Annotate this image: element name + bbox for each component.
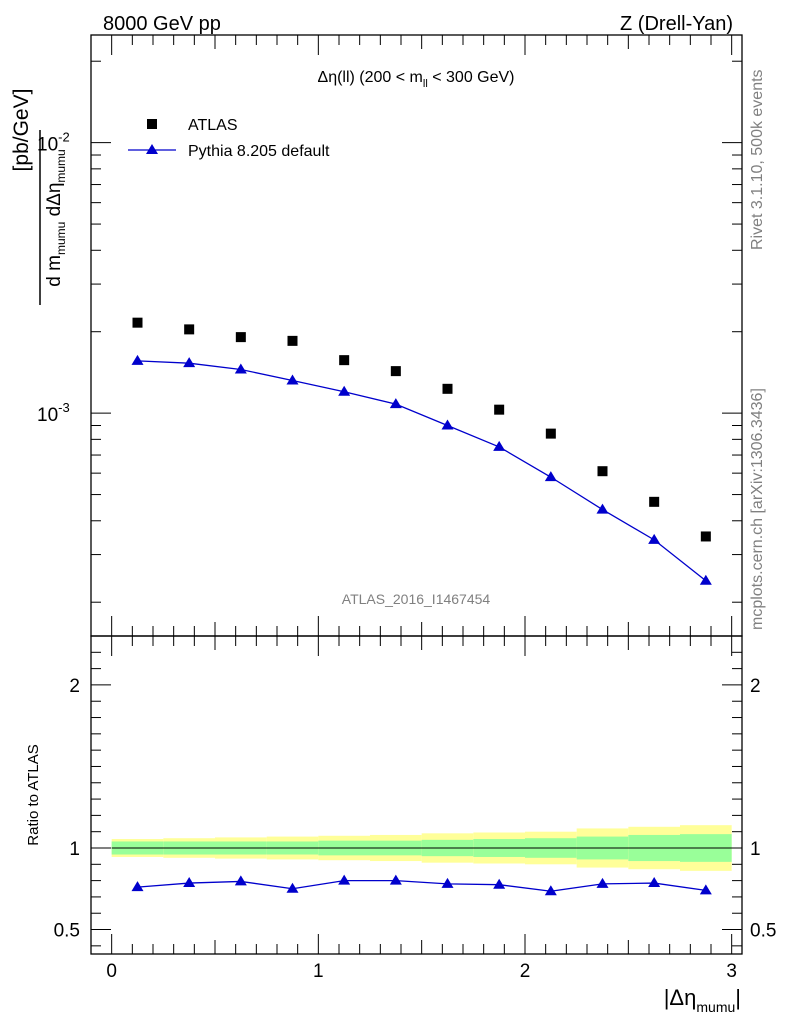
ratio-pythia-line — [137, 879, 706, 892]
plot-title-sub: ll — [423, 78, 428, 90]
pythia-point — [131, 354, 144, 365]
ratio-y-label: Ratio to ATLAS — [25, 744, 42, 845]
x-axis-label: |Δηmumu| — [664, 985, 741, 1015]
ratio-pythia-point — [648, 877, 661, 888]
legend-mc-label: Pythia 8.205 default — [188, 143, 330, 160]
ratio-pythia-point — [234, 875, 247, 886]
main-y-denominator: d mmumu dΔηmumu — [44, 149, 68, 286]
x-tick-label: 3 — [726, 961, 737, 982]
main-y-label: [pb/GeV] d2σ d mmumu dΔηmumu — [10, 89, 68, 305]
legend-data-marker — [147, 119, 157, 129]
pythia-point — [699, 574, 712, 585]
ratio-panel: 0.5 0.5 1 1 2 2 0 1 2 3 — [54, 636, 776, 982]
ratio-y-tick-label-left: 0.5 — [54, 921, 80, 942]
pythia-point — [183, 357, 196, 368]
main-y-units: [pb/GeV] — [10, 89, 33, 172]
ratio-pythia-point — [493, 878, 506, 889]
analysis-watermark: ATLAS_2016_I1467454 — [342, 591, 491, 607]
pythia-point — [234, 363, 247, 374]
main-series — [131, 317, 712, 585]
atlas-point — [545, 428, 556, 439]
main-axis-ticks: 10-3 10-2 — [37, 35, 742, 636]
ratio-y-tick-label-left: 1 — [69, 839, 80, 860]
legend-data-label: ATLAS — [188, 117, 238, 134]
legend-mc-marker — [146, 144, 158, 154]
header-process: Z (Drell-Yan) — [620, 13, 733, 35]
pythia-point — [596, 503, 609, 514]
plot-title-tail: < 300 GeV) — [428, 69, 515, 86]
ratio-y-tick-label-right: 2 — [750, 676, 761, 697]
atlas-point — [184, 324, 195, 335]
ratio-panel-frame — [90, 635, 743, 955]
main-y-tick-label: 10-3 — [37, 400, 70, 426]
ratio-pythia-point — [596, 877, 609, 888]
ratio-pythia-point — [441, 877, 454, 888]
ratio-pythia-point — [131, 881, 144, 892]
atlas-point — [494, 404, 505, 415]
pythia-point — [544, 471, 557, 482]
atlas-point — [597, 466, 608, 477]
atlas-point — [649, 496, 660, 507]
plot-title-main: Δη(ll) (200 < m — [318, 69, 423, 86]
x-tick-label: 1 — [313, 961, 324, 982]
x-tick-label: 2 — [520, 961, 531, 982]
pythia-point — [389, 398, 402, 409]
atlas-point — [132, 317, 143, 328]
pythia-point — [493, 440, 506, 451]
ratio-axis-ticks: 0.5 0.5 1 1 2 2 0 1 2 3 — [54, 636, 776, 982]
atlas-point — [339, 355, 350, 366]
ratio-y-tick-label-right: 0.5 — [750, 921, 776, 942]
atlas-point — [442, 383, 453, 394]
atlas-point — [287, 335, 298, 346]
ratio-pythia-point — [544, 885, 557, 896]
plot-title: Δη(ll) (200 < mll < 300 GeV) — [318, 69, 515, 90]
pythia-line — [137, 360, 707, 582]
ratio-pythia-point — [699, 884, 712, 895]
ratio-series — [131, 874, 712, 896]
pythia-point — [286, 374, 299, 385]
rivet-label: Rivet 3.1.10, 500k events — [749, 69, 766, 250]
main-y-tick-label: 10-2 — [37, 130, 70, 156]
main-panel: 10-3 10-2 ATLAS_2016_I1467454 Δη(ll) (200… — [37, 35, 742, 636]
pythia-point — [441, 419, 454, 430]
legend: ATLAS Pythia 8.205 default — [128, 117, 330, 160]
ratio-pythia-point — [286, 882, 299, 893]
ratio-pythia-point — [338, 874, 351, 885]
pythia-point — [338, 385, 351, 396]
pythia-point — [648, 533, 661, 544]
atlas-point — [700, 531, 711, 542]
x-tick-label: 0 — [106, 961, 117, 982]
atlas-point — [390, 366, 401, 377]
mcplots-label: mcplots.cern.ch [arXiv:1306.3436] — [749, 388, 766, 630]
ratio-y-tick-label-left: 2 — [69, 676, 80, 697]
header-energy: 8000 GeV pp — [103, 13, 221, 35]
ratio-pythia-point — [389, 874, 402, 885]
ratio-y-tick-label-right: 1 — [750, 839, 761, 860]
atlas-point — [235, 332, 246, 343]
ratio-pythia-point — [183, 877, 196, 888]
